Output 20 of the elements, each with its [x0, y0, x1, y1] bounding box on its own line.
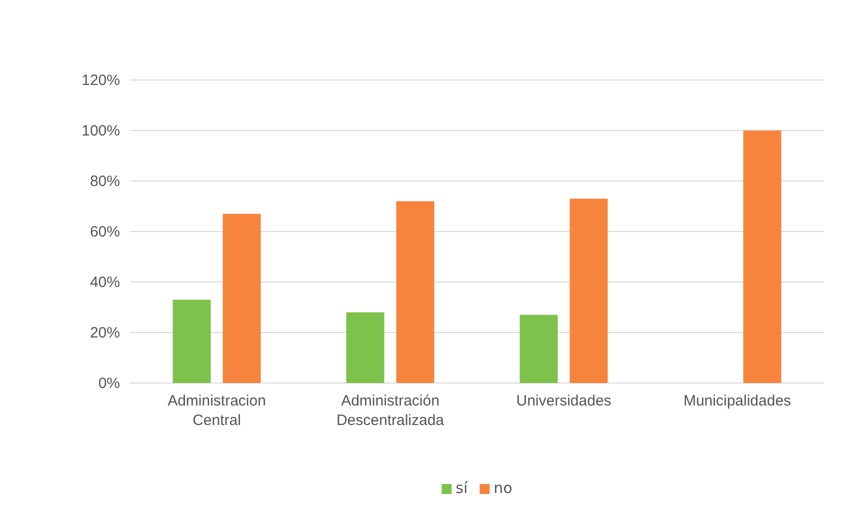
legend-label: no [494, 479, 512, 497]
x-tick-label: Administracion Central [168, 392, 266, 430]
y-tick-label: 100% [82, 122, 120, 140]
y-tick-label: 120% [82, 72, 120, 89]
legend-label: sí [456, 479, 468, 497]
x-tick-label: Municipalidades [683, 392, 792, 410]
bar [743, 130, 782, 383]
y-tick-label: 60% [90, 223, 120, 240]
bar [520, 314, 558, 383]
bar [570, 198, 608, 383]
bar [396, 201, 434, 383]
bar [346, 312, 384, 383]
x-tick-label: Administración Descentralizada [336, 392, 445, 430]
bar [172, 300, 211, 383]
y-tick-label: 0% [98, 374, 120, 392]
y-tick-label: 40% [90, 274, 120, 291]
y-tick-label: 80% [90, 172, 120, 190]
bar [222, 214, 261, 383]
y-tick-label: 20% [90, 324, 120, 342]
x-tick-label: Universidades [516, 392, 612, 410]
